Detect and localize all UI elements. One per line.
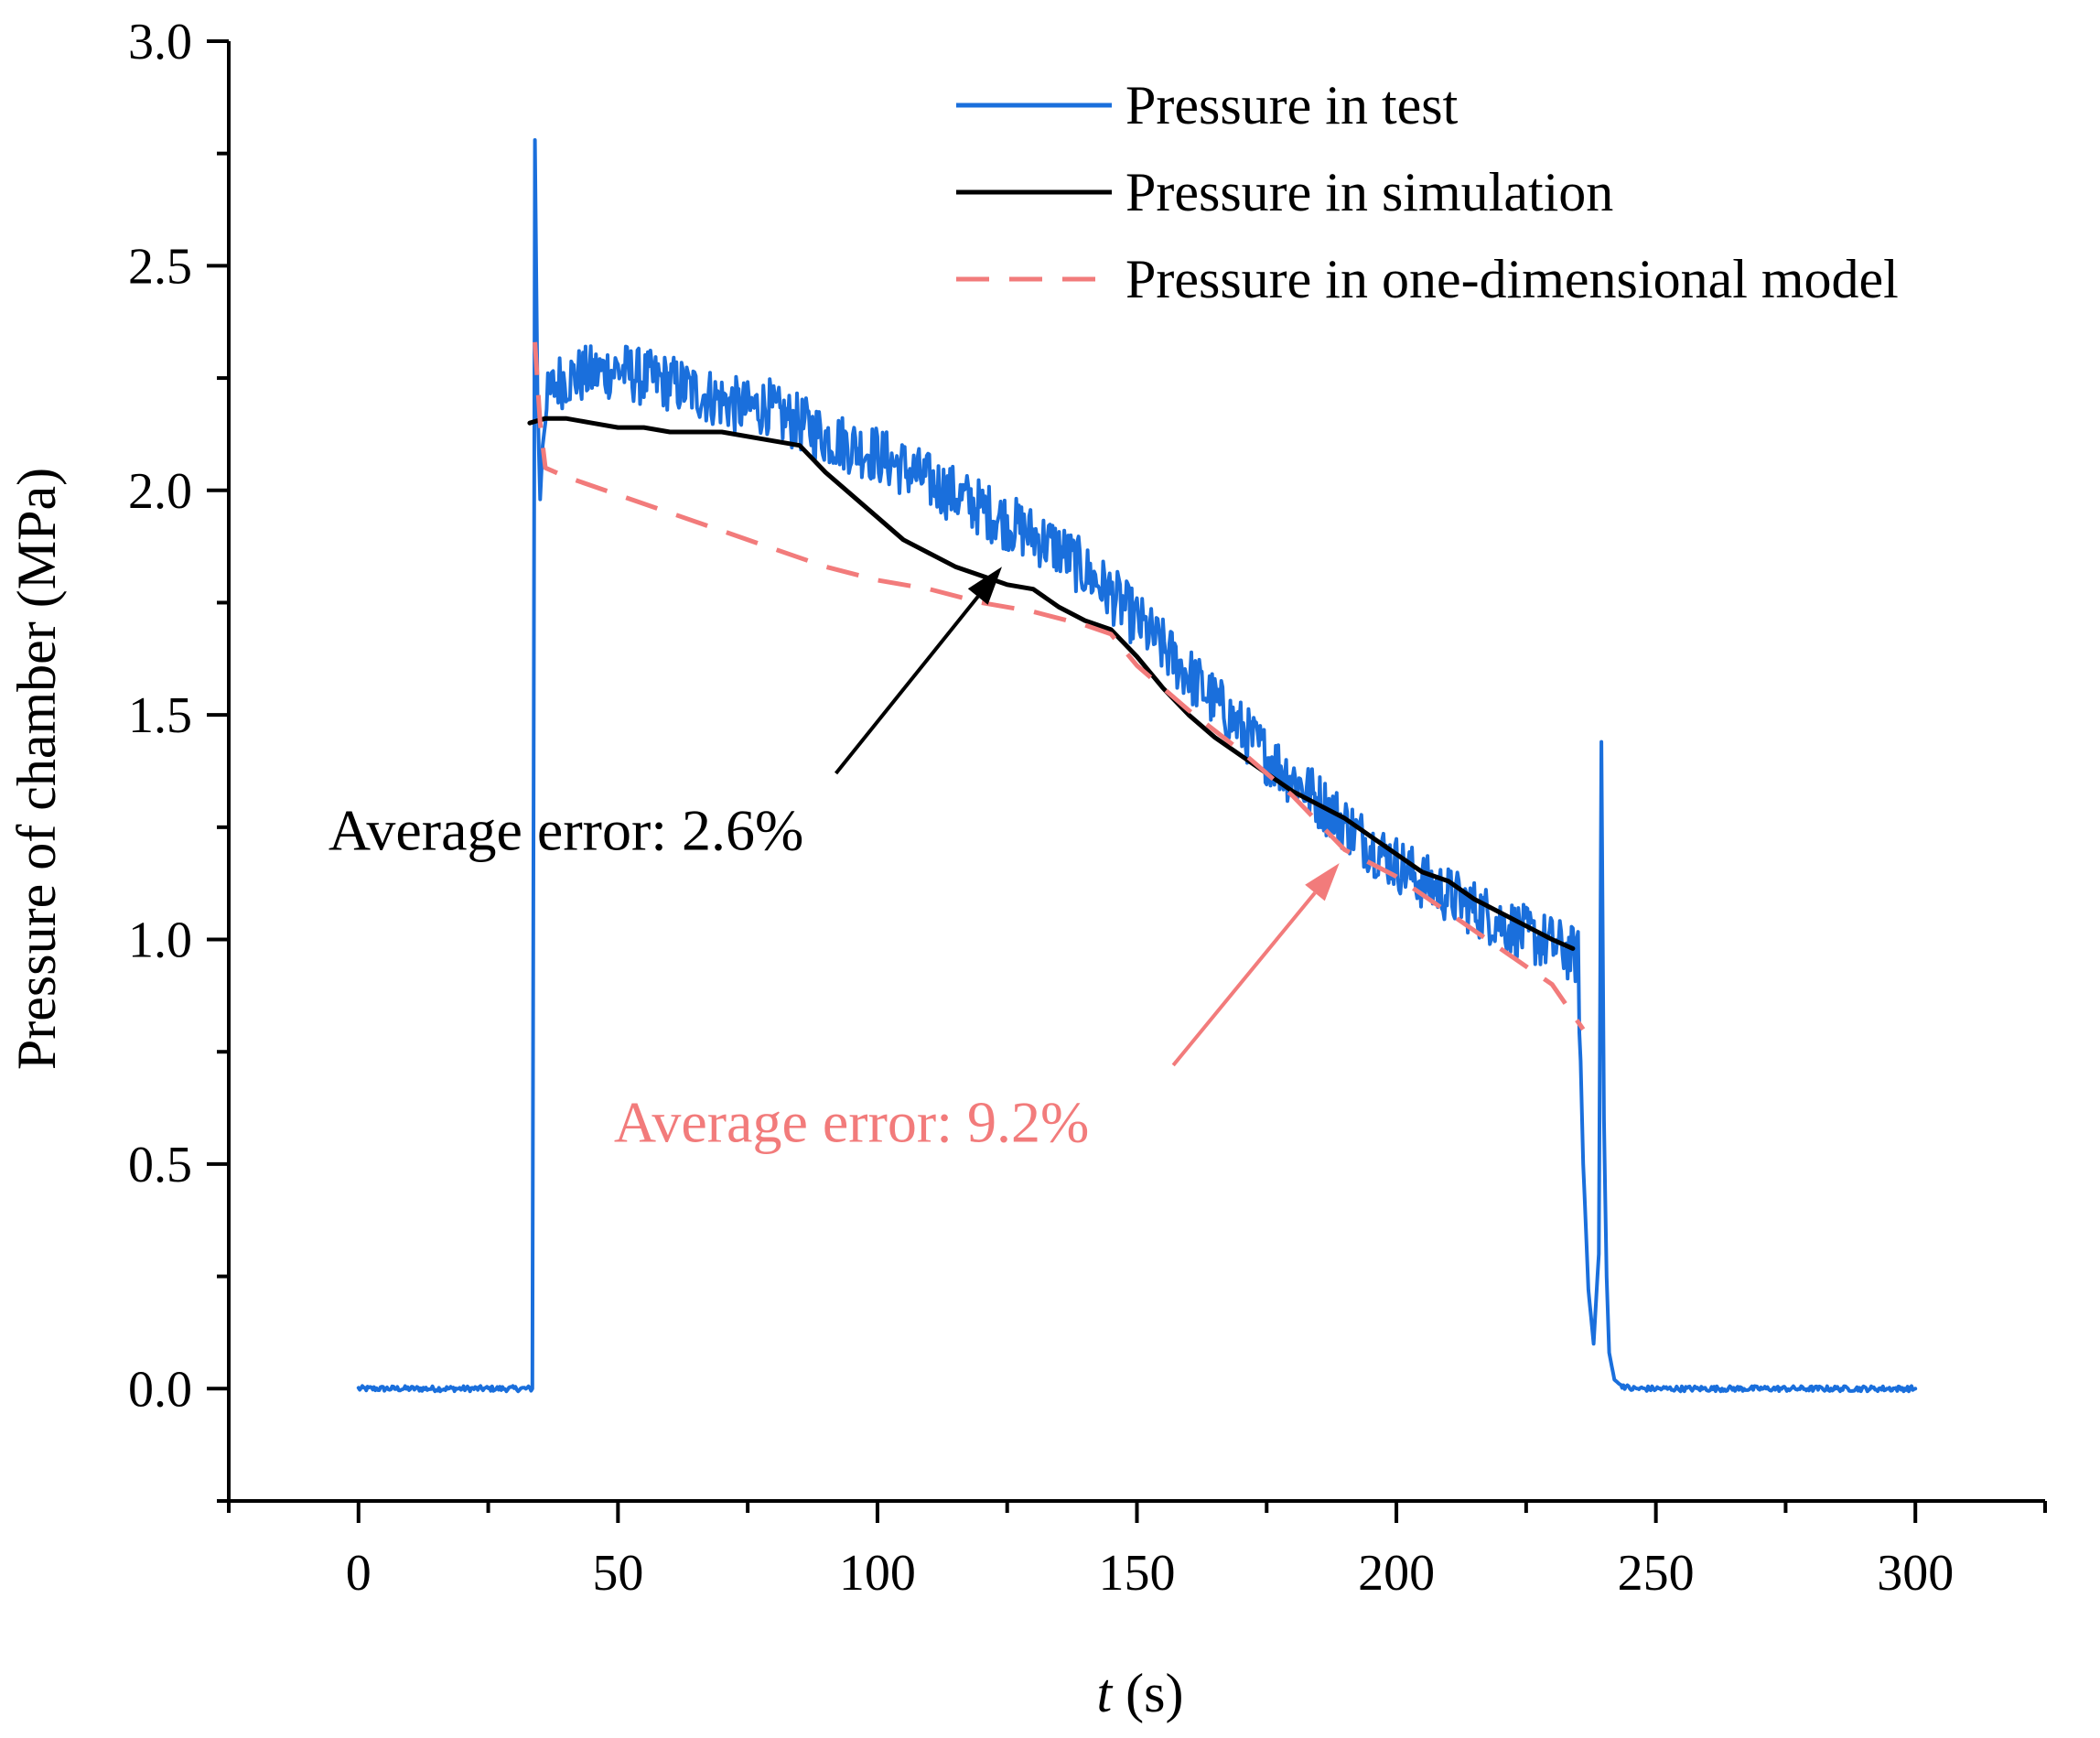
y-tick-label: 3.0 xyxy=(128,14,192,70)
series-line-1 xyxy=(527,416,1576,951)
x-ticks: 0 50 100 150 200 250 300 xyxy=(227,1501,2047,1602)
annotation-arrow-head-0 xyxy=(967,567,1002,605)
x-tick-label: 100 xyxy=(839,1545,916,1602)
annotation-arrow-head-1 xyxy=(1305,863,1340,901)
y-axis-title: Pressure of chamber (MPa) xyxy=(6,468,67,1070)
y-ticks: 0.0 0.5 1.0 1.5 2.0 2.5 3.0 xyxy=(128,14,229,1503)
x-tick-label: 50 xyxy=(592,1545,643,1602)
series-layer xyxy=(356,138,1918,1394)
x-tick-label: 250 xyxy=(1618,1545,1695,1602)
y-tick-label: 2.5 xyxy=(128,238,192,295)
annotation-label-1: Average error: 9.2% xyxy=(614,1089,1089,1154)
x-tick-label: 150 xyxy=(1099,1545,1176,1602)
x-axis-title-variable: t xyxy=(1097,1663,1114,1723)
x-tick-label: 0 xyxy=(346,1545,372,1602)
x-axis-title-unit: (s) xyxy=(1112,1663,1183,1723)
y-tick-label: 2.0 xyxy=(128,463,192,520)
legend: Pressure in test Pressure in simulation Pr… xyxy=(956,75,1899,309)
x-axis-title: t (s) xyxy=(1097,1663,1184,1723)
legend-label-1: Pressure in simulation xyxy=(1125,162,1613,222)
x-tick-label: 300 xyxy=(1877,1545,1954,1602)
y-tick-label: 1.0 xyxy=(128,912,192,969)
annotation-arrow-shaft-1 xyxy=(1171,891,1317,1067)
y-tick-label: 0.5 xyxy=(128,1137,192,1193)
series-line-2 xyxy=(533,341,1586,1031)
y-tick-label: 0.0 xyxy=(128,1361,192,1418)
legend-label-0: Pressure in test xyxy=(1125,75,1459,135)
x-tick-label: 200 xyxy=(1358,1545,1435,1602)
series-line-0 xyxy=(356,138,1918,1394)
annotation-label-0: Average error: 2.6% xyxy=(328,797,803,862)
y-tick-label: 1.5 xyxy=(128,687,192,744)
legend-label-2: Pressure in one-dimensional model xyxy=(1125,249,1899,309)
annotation-arrow-shaft-0 xyxy=(834,595,980,775)
annotation-layer: Average error: 2.6% Average error: 9.2% xyxy=(328,567,1340,1154)
